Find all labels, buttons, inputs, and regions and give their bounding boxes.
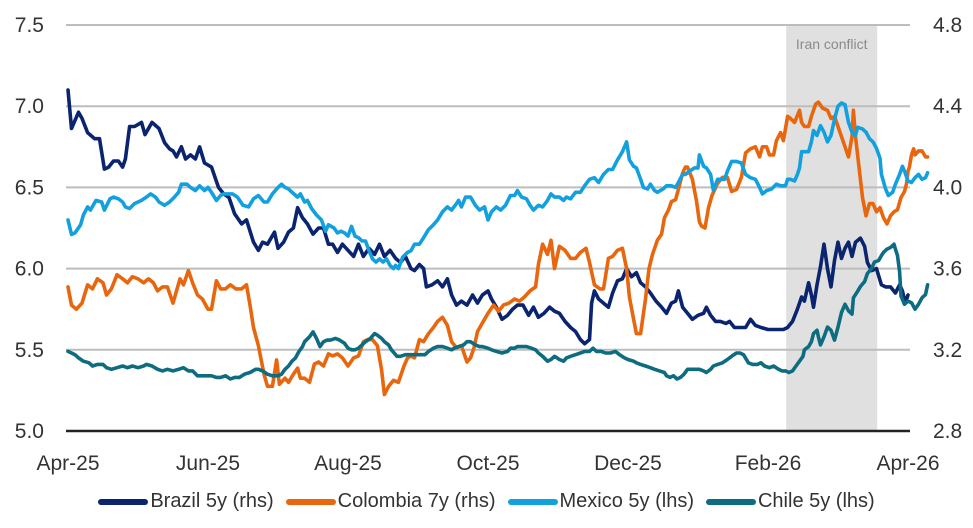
y-right-tick-label: 4.8 (933, 14, 962, 37)
y-right-tick-label: 4.4 (933, 95, 963, 118)
y-left-tick-label: 5.5 (15, 339, 44, 362)
line-chart: Iran conflict 7.5 4.8 7.0 4.4 6.5 4.0 6.0 3.6 5.… (15, 14, 963, 475)
x-tick-label: Aug-25 (314, 452, 382, 475)
y-left-tick-label: 5.0 (15, 420, 44, 443)
y-right-tick-label: 3.2 (933, 339, 962, 362)
legend-item: Chile 5y (lhs) (705, 490, 875, 513)
y-left-tick-label: 7.0 (15, 95, 44, 118)
legend-swatch (285, 498, 336, 505)
legend-swatch (507, 498, 558, 505)
x-tick-label: Jun-25 (176, 452, 240, 475)
legend-item: Mexico 5y (lhs) (507, 490, 694, 513)
legend-item: Brazil 5y (rhs) (98, 490, 274, 513)
y-right-tick-label: 3.6 (933, 258, 962, 281)
legend-item: Colombia 7y (rhs) (285, 490, 496, 513)
shaded-region-layer: Iran conflict (786, 25, 878, 431)
legend-label: Mexico 5y (lhs) (559, 490, 694, 512)
legend-swatch (98, 498, 149, 505)
legend-label: Colombia 7y (rhs) (337, 490, 496, 512)
legend-label: Brazil 5y (rhs) (150, 490, 274, 512)
series-line-mexico (66, 101, 930, 271)
series-line-colombia (66, 100, 930, 397)
y-right-tick-label: 2.8 (933, 420, 962, 443)
y-right-tick-label: 4.0 (933, 176, 962, 199)
x-tick-label: Apr-26 (876, 452, 939, 475)
tick-labels: 7.5 4.8 7.0 4.4 6.5 4.0 6.0 3.6 5.5 3.2 5.0 2.8 Apr-… (15, 14, 963, 475)
annotation-label: Iran conflict (796, 36, 868, 52)
series-line-chile (66, 242, 930, 381)
x-tick-label: Apr-25 (36, 452, 99, 475)
y-left-tick-label: 7.5 (15, 14, 44, 37)
x-tick-label: Dec-25 (594, 452, 662, 475)
legend: Brazil 5y (rhs) Colombia 7y (rhs) Mexico 5… (0, 490, 973, 513)
shaded-region-iran-conflict (786, 25, 878, 431)
x-tick-label: Feb-26 (735, 452, 802, 475)
y-left-tick-label: 6.0 (15, 258, 44, 281)
x-tick-label: Oct-25 (456, 452, 519, 475)
series-layer (66, 88, 930, 397)
y-left-tick-label: 6.5 (15, 176, 44, 199)
legend-label: Chile 5y (lhs) (757, 490, 875, 512)
legend-swatch (705, 498, 756, 505)
series-line-brazil (66, 88, 910, 346)
